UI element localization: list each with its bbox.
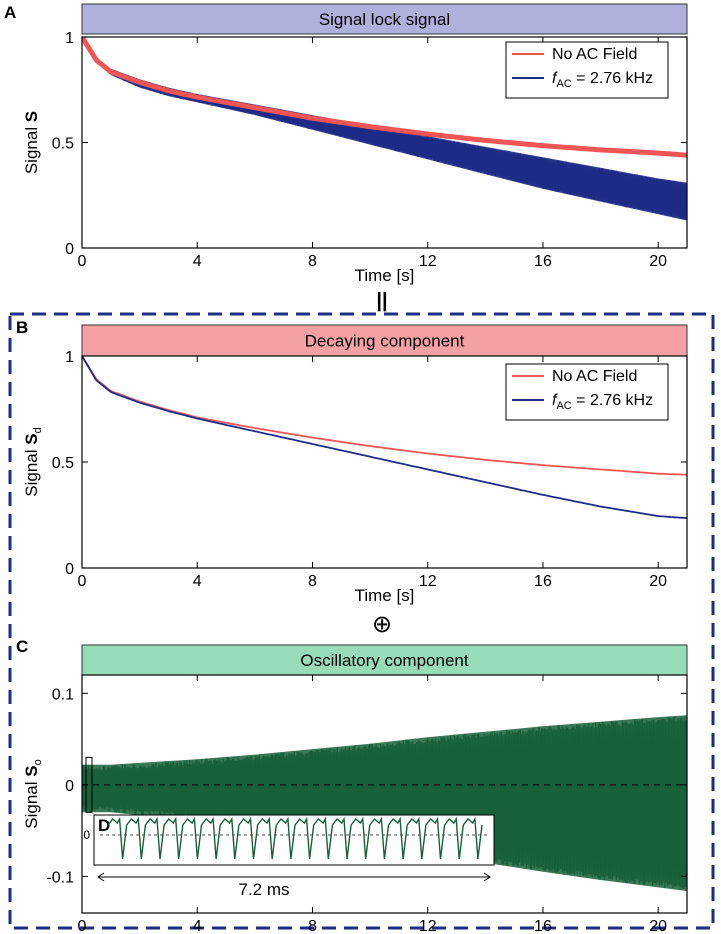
chart-title: Decaying component bbox=[305, 332, 465, 351]
y-tick-label: 1 bbox=[65, 30, 74, 47]
y-label-symbol: S bbox=[22, 765, 41, 776]
zoom-marker bbox=[85, 756, 93, 813]
x-tick-label: 8 bbox=[308, 918, 317, 934]
legend-f: f bbox=[552, 392, 558, 409]
legend-text: = 2.76 kHz bbox=[572, 392, 653, 409]
legend-entry-label: No AC Field bbox=[552, 368, 637, 385]
title-banner bbox=[81, 324, 688, 357]
panel-label-b: B bbox=[16, 318, 28, 337]
y-tick-label: 0.5 bbox=[52, 455, 74, 472]
panel-a: Signal lock signal 0 4 8 12 16 20 0 0.5 1 Time [s]… bbox=[22, 3, 688, 285]
panel-b: Decaying component 0 4 8 12 16 20 0 0.5 1 Time [s]… bbox=[22, 324, 688, 605]
legend-sub: AC bbox=[556, 400, 571, 412]
y-tick-label: 0.5 bbox=[52, 136, 74, 153]
y-tick-label: 0 bbox=[65, 778, 74, 795]
x-tick-label: 0 bbox=[78, 918, 87, 934]
scale-arrow-right bbox=[483, 872, 491, 882]
x-tick-label: 4 bbox=[193, 918, 202, 934]
y-label-symbol: S bbox=[22, 111, 41, 122]
legend-f: f bbox=[552, 70, 558, 87]
chart-title: Signal lock signal bbox=[319, 10, 450, 29]
series-envelope-0 bbox=[82, 715, 687, 891]
x-tick-label: 12 bbox=[419, 918, 437, 934]
panel-c: Oscillatory component 0 4 8 12 16 20 -0.1 0 0.1 Ti… bbox=[22, 644, 688, 934]
y-axis-label: Signal Sd bbox=[22, 427, 44, 496]
panel-label-c: C bbox=[16, 637, 28, 656]
y-tick-label: 0 bbox=[65, 241, 74, 258]
y-axis-label: Signal So bbox=[22, 759, 44, 828]
x-tick-label: 12 bbox=[419, 573, 437, 590]
x-tick-label: 0 bbox=[78, 253, 87, 270]
x-tick-label: 16 bbox=[534, 253, 552, 270]
scale-arrow-left bbox=[97, 872, 105, 882]
inset-label: D bbox=[98, 816, 110, 835]
title-banner bbox=[81, 3, 688, 35]
oplus-connector: ⊕ bbox=[372, 611, 392, 638]
x-tick-label: 20 bbox=[649, 918, 667, 934]
plot-area bbox=[82, 37, 687, 221]
inset-zero-label: 0 bbox=[83, 828, 90, 842]
x-tick-label: 20 bbox=[649, 573, 667, 590]
legend-box bbox=[505, 363, 669, 421]
scale-bar-label: 7.2 ms bbox=[238, 880, 289, 899]
x-tick-label: 16 bbox=[534, 573, 552, 590]
x-tick-label: 8 bbox=[308, 573, 317, 590]
plot-area bbox=[82, 356, 687, 520]
x-tick-label: 4 bbox=[193, 253, 202, 270]
title-banner bbox=[81, 644, 688, 676]
x-axis-label: Time [s] bbox=[355, 931, 415, 934]
series-line-1 bbox=[82, 37, 687, 158]
equals-connector: || bbox=[376, 290, 387, 312]
legend-text: = 2.76 kHz bbox=[572, 70, 653, 87]
axes-box bbox=[81, 674, 688, 914]
y-tick-label: 0 bbox=[65, 561, 74, 578]
legend-sub: AC bbox=[556, 78, 571, 90]
y-label-subscript: d bbox=[32, 427, 44, 433]
x-axis-label: Time [s] bbox=[355, 586, 415, 605]
y-label-prefix: Signal bbox=[22, 445, 41, 497]
legend-entry-label: fAC = 2.76 kHz bbox=[552, 392, 653, 412]
series-line-1 bbox=[82, 356, 687, 520]
y-axis-label: Signal S bbox=[22, 111, 41, 174]
x-tick-label: 20 bbox=[649, 253, 667, 270]
x-tick-label: 0 bbox=[78, 573, 87, 590]
x-tick-label: 16 bbox=[534, 918, 552, 934]
y-tick-label: 0.1 bbox=[52, 686, 74, 703]
legend-box bbox=[505, 41, 669, 99]
legend-entry-label: fAC = 2.76 kHz bbox=[552, 70, 653, 90]
x-tick-label: 8 bbox=[308, 253, 317, 270]
panel-label-a: A bbox=[4, 3, 16, 22]
y-tick-label: 1 bbox=[65, 349, 74, 366]
inset-waveform bbox=[107, 816, 483, 860]
y-label-prefix: Signal bbox=[22, 777, 41, 829]
x-tick-label: 12 bbox=[419, 253, 437, 270]
chart-title: Oscillatory component bbox=[300, 651, 468, 670]
x-tick-label: 4 bbox=[193, 573, 202, 590]
plot-area bbox=[82, 715, 687, 891]
series-line-0 bbox=[82, 356, 687, 476]
x-axis-label: Time [s] bbox=[355, 266, 415, 285]
legend-entry-label: No AC Field bbox=[552, 46, 637, 63]
y-label-prefix: Signal bbox=[22, 122, 41, 174]
y-label-symbol: S bbox=[22, 433, 41, 444]
y-tick-label: -0.1 bbox=[46, 869, 74, 886]
y-label-subscript: o bbox=[32, 759, 44, 765]
